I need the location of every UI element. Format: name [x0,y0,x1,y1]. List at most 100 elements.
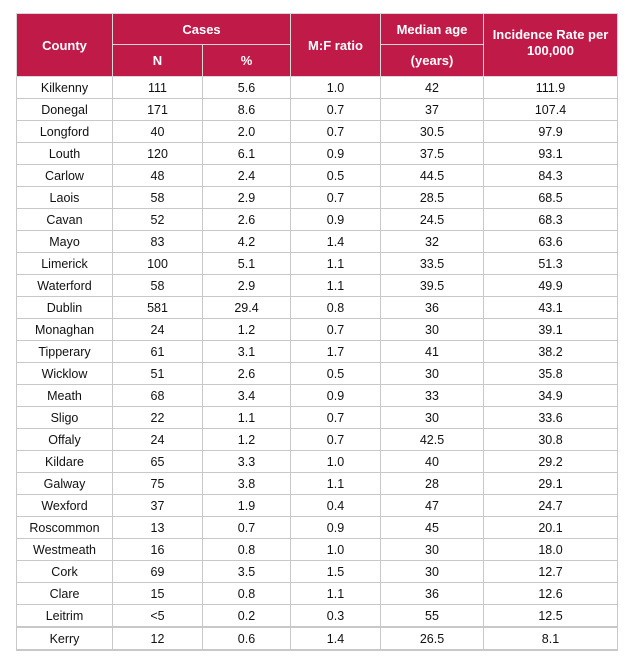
cell-mf-ratio: 0.7 [290,120,381,143]
cell-incidence-rate: 24.7 [483,494,618,517]
cell-mf-ratio: 0.9 [290,142,381,165]
header-county: County [16,13,113,77]
cell-incidence-rate: 35.8 [483,362,618,385]
cell-incidence-rate: 30.8 [483,428,618,451]
header-n: N [112,44,203,77]
cell-cases-percent: 2.6 [202,362,291,385]
table-row: Waterford 58 2.9 1.1 39.5 49.9 [16,274,618,297]
cell-cases-n: 51 [112,362,203,385]
cell-median-age: 30.5 [380,120,484,143]
cell-cases-n: 171 [112,98,203,121]
table-row: Monaghan 24 1.2 0.7 30 39.1 [16,318,618,341]
cell-county: Waterford [16,274,113,297]
cell-incidence-rate: 29.1 [483,472,618,495]
cell-cases-n: 120 [112,142,203,165]
cell-incidence-rate: 68.5 [483,186,618,209]
cell-median-age: 36 [380,582,484,605]
cell-incidence-rate: 63.6 [483,230,618,253]
cell-mf-ratio: 1.7 [290,340,381,363]
cell-mf-ratio: 1.4 [290,626,381,651]
cell-incidence-rate: 84.3 [483,164,618,187]
table-row: Leitrim <5 0.2 0.3 55 12.5 [16,604,618,628]
cell-cases-percent: 3.5 [202,560,291,583]
cell-median-age: 28 [380,472,484,495]
cell-incidence-rate: 29.2 [483,450,618,473]
cell-cases-n: 48 [112,164,203,187]
cell-incidence-rate: 33.6 [483,406,618,429]
cell-cases-percent: 0.8 [202,582,291,605]
cell-median-age: 37 [380,98,484,121]
cell-mf-ratio: 1.4 [290,230,381,253]
table-row: Longford 40 2.0 0.7 30.5 97.9 [16,120,618,143]
cell-median-age: 28.5 [380,186,484,209]
header-cases: Cases [112,13,291,45]
cell-mf-ratio: 1.0 [290,76,381,99]
table-row: Wicklow 51 2.6 0.5 30 35.8 [16,362,618,385]
cell-cases-n: 22 [112,406,203,429]
cell-county: Meath [16,384,113,407]
cell-cases-n: 68 [112,384,203,407]
cell-mf-ratio: 0.3 [290,604,381,628]
table-row: Wexford 37 1.9 0.4 47 24.7 [16,494,618,517]
table-row: Mayo 83 4.2 1.4 32 63.6 [16,230,618,253]
cell-county: Wicklow [16,362,113,385]
cell-county: Kildare [16,450,113,473]
table-row: Cork 69 3.5 1.5 30 12.7 [16,560,618,583]
cell-incidence-rate: 38.2 [483,340,618,363]
cell-cases-percent: 1.1 [202,406,291,429]
cell-county: Laois [16,186,113,209]
cell-median-age: 41 [380,340,484,363]
cell-median-age: 36 [380,296,484,319]
cell-cases-percent: 1.2 [202,428,291,451]
cell-median-age: 30 [380,318,484,341]
cell-cases-percent: 4.2 [202,230,291,253]
cell-incidence-rate: 18.0 [483,538,618,561]
cell-county: Clare [16,582,113,605]
cell-county: Kilkenny [16,76,113,99]
cell-median-age: 45 [380,516,484,539]
cell-incidence-rate: 39.1 [483,318,618,341]
cell-mf-ratio: 1.1 [290,274,381,297]
cell-mf-ratio: 1.0 [290,538,381,561]
cell-median-age: 26.5 [380,626,484,651]
cell-cases-n: 58 [112,274,203,297]
cell-cases-n: 83 [112,230,203,253]
cell-cases-percent: 3.1 [202,340,291,363]
cell-median-age: 55 [380,604,484,628]
cell-mf-ratio: 0.8 [290,296,381,319]
county-cases-table: County Cases M:F ratio Median age Incide… [16,13,618,651]
cell-incidence-rate: 97.9 [483,120,618,143]
cell-incidence-rate: 12.6 [483,582,618,605]
cell-incidence-rate: 12.7 [483,560,618,583]
cell-cases-percent: 2.4 [202,164,291,187]
cell-mf-ratio: 0.5 [290,164,381,187]
cell-median-age: 30 [380,560,484,583]
cell-mf-ratio: 0.9 [290,208,381,231]
cell-median-age: 30 [380,406,484,429]
cell-cases-n: 581 [112,296,203,319]
cell-incidence-rate: 8.1 [483,626,618,651]
cell-cases-percent: 0.6 [202,626,291,651]
cell-cases-percent: 3.3 [202,450,291,473]
cell-incidence-rate: 107.4 [483,98,618,121]
cell-cases-percent: 3.4 [202,384,291,407]
cell-county: Roscommon [16,516,113,539]
cell-incidence-rate: 49.9 [483,274,618,297]
cell-county: Limerick [16,252,113,275]
cell-mf-ratio: 1.1 [290,252,381,275]
cell-median-age: 24.5 [380,208,484,231]
cell-cases-percent: 0.2 [202,604,291,628]
table-row: Kildare 65 3.3 1.0 40 29.2 [16,450,618,473]
cell-incidence-rate: 34.9 [483,384,618,407]
header-percent: % [202,44,291,77]
table-row: Meath 68 3.4 0.9 33 34.9 [16,384,618,407]
table-row: Louth 120 6.1 0.9 37.5 93.1 [16,142,618,165]
cell-county: Sligo [16,406,113,429]
cell-mf-ratio: 1.1 [290,582,381,605]
cell-mf-ratio: 0.5 [290,362,381,385]
cell-cases-n: 40 [112,120,203,143]
table-row: Dublin 581 29.4 0.8 36 43.1 [16,296,618,319]
cell-county: Longford [16,120,113,143]
cell-cases-n: 16 [112,538,203,561]
cell-mf-ratio: 0.7 [290,406,381,429]
